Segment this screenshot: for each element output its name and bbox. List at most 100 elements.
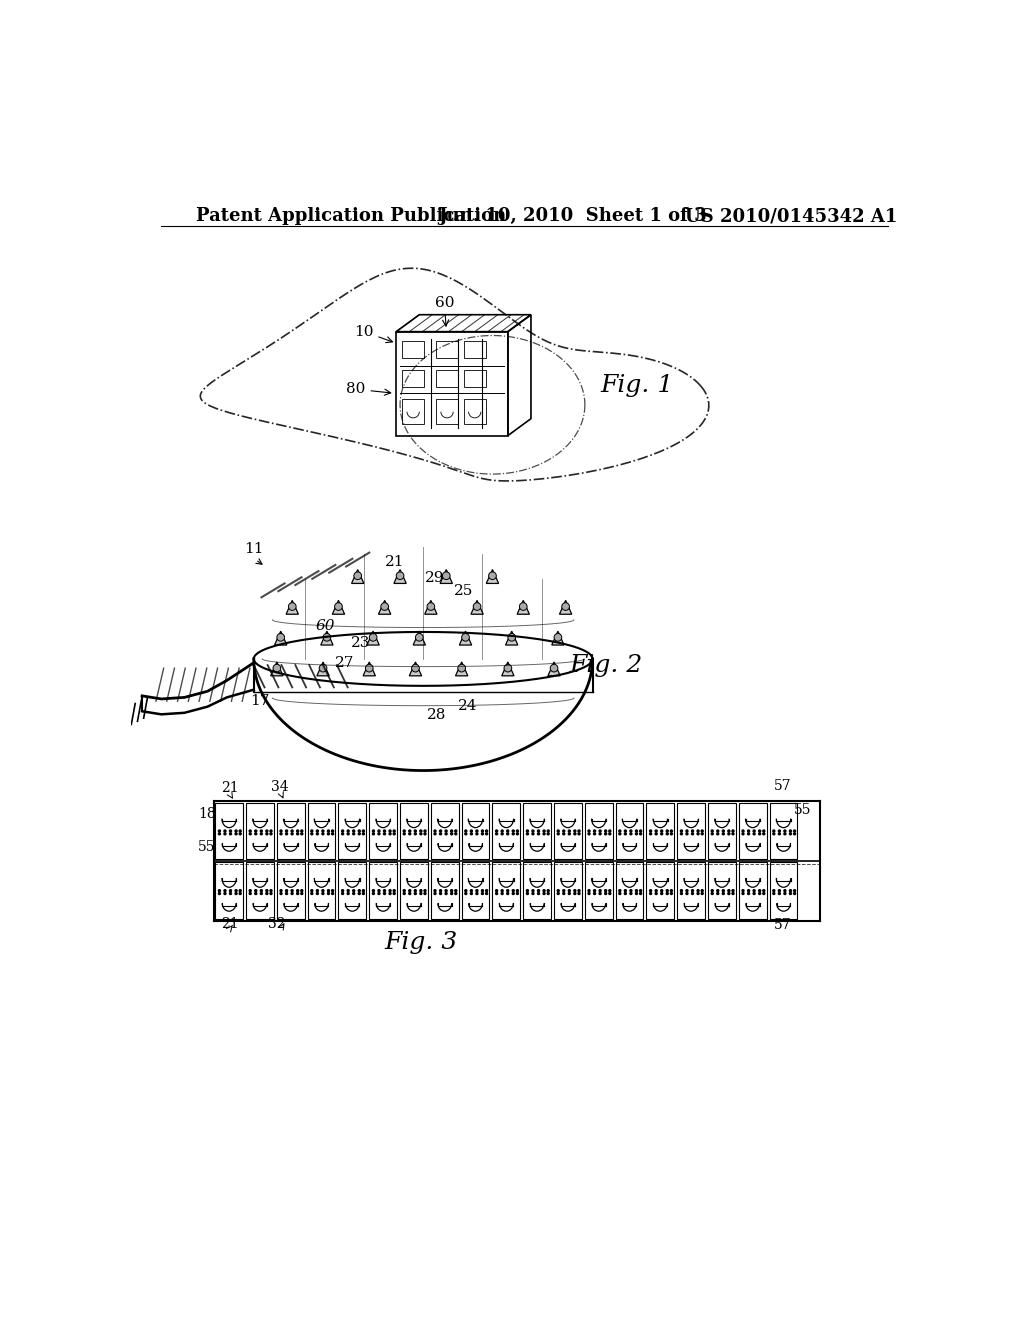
Circle shape [434, 830, 436, 832]
Circle shape [378, 830, 380, 832]
Circle shape [660, 830, 663, 832]
Polygon shape [364, 663, 376, 676]
Text: 21: 21 [221, 917, 239, 932]
Circle shape [794, 892, 796, 895]
Circle shape [636, 833, 638, 834]
Circle shape [451, 833, 453, 834]
Circle shape [412, 664, 419, 672]
Circle shape [416, 634, 423, 642]
Circle shape [352, 892, 354, 895]
Circle shape [604, 892, 606, 895]
Circle shape [496, 830, 498, 832]
Circle shape [280, 833, 282, 834]
Circle shape [403, 890, 406, 892]
Polygon shape [425, 601, 437, 614]
Circle shape [291, 830, 293, 832]
Circle shape [229, 892, 231, 895]
Circle shape [722, 890, 724, 892]
Circle shape [655, 833, 657, 834]
Circle shape [526, 890, 528, 892]
Circle shape [384, 890, 385, 892]
Circle shape [496, 892, 498, 895]
Circle shape [270, 890, 272, 892]
Circle shape [778, 890, 780, 892]
Bar [677, 862, 705, 919]
Circle shape [753, 890, 755, 892]
Circle shape [297, 833, 299, 834]
Circle shape [415, 890, 417, 892]
Polygon shape [286, 601, 298, 614]
Circle shape [550, 664, 558, 672]
Circle shape [224, 833, 226, 834]
Circle shape [667, 890, 669, 892]
Circle shape [516, 890, 518, 892]
Circle shape [790, 830, 792, 832]
Circle shape [594, 892, 596, 895]
Circle shape [599, 890, 601, 892]
Circle shape [748, 890, 750, 892]
Circle shape [636, 892, 638, 895]
Circle shape [322, 892, 324, 895]
Circle shape [599, 833, 601, 834]
Circle shape [671, 830, 673, 832]
Circle shape [686, 892, 688, 895]
Circle shape [562, 603, 569, 610]
Circle shape [794, 830, 796, 832]
Circle shape [316, 892, 318, 895]
Polygon shape [413, 631, 425, 645]
Circle shape [697, 830, 699, 832]
Bar [370, 803, 397, 859]
Circle shape [618, 890, 621, 892]
Circle shape [276, 634, 285, 642]
Bar [739, 862, 767, 919]
Circle shape [389, 830, 391, 832]
Circle shape [538, 890, 540, 892]
Circle shape [470, 892, 472, 895]
Circle shape [439, 830, 441, 832]
Circle shape [373, 833, 375, 834]
Circle shape [563, 892, 565, 895]
Circle shape [384, 830, 385, 832]
Text: 28: 28 [427, 708, 446, 722]
Text: 11: 11 [245, 543, 264, 557]
Circle shape [547, 830, 549, 832]
Circle shape [236, 890, 237, 892]
Bar [585, 803, 612, 859]
Circle shape [568, 890, 570, 892]
Circle shape [538, 830, 540, 832]
Circle shape [701, 833, 703, 834]
Circle shape [655, 890, 657, 892]
Circle shape [358, 892, 360, 895]
Circle shape [778, 833, 780, 834]
Bar [493, 803, 520, 859]
Circle shape [543, 890, 545, 892]
Text: 24: 24 [458, 698, 477, 713]
Circle shape [722, 892, 724, 895]
Circle shape [712, 892, 714, 895]
Circle shape [470, 890, 472, 892]
Bar [402, 370, 424, 387]
Circle shape [753, 833, 755, 834]
Circle shape [773, 833, 775, 834]
Circle shape [759, 830, 761, 832]
Circle shape [790, 892, 792, 895]
Circle shape [763, 833, 765, 834]
Circle shape [742, 830, 744, 832]
Circle shape [519, 603, 527, 610]
Circle shape [588, 833, 590, 834]
Bar [646, 803, 674, 859]
Bar [523, 862, 551, 919]
Circle shape [224, 892, 226, 895]
Circle shape [763, 890, 765, 892]
Circle shape [504, 664, 512, 672]
Polygon shape [517, 601, 529, 614]
Circle shape [547, 892, 549, 895]
Circle shape [649, 833, 651, 834]
Circle shape [434, 890, 436, 892]
Circle shape [732, 890, 734, 892]
Circle shape [481, 830, 483, 832]
Circle shape [270, 830, 272, 832]
Circle shape [424, 833, 426, 834]
Bar [307, 862, 336, 919]
Circle shape [280, 890, 282, 892]
